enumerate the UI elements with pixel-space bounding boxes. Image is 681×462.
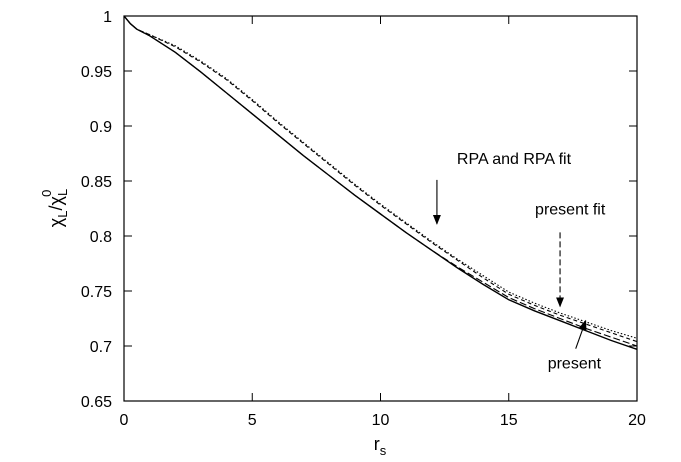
x-axis-label: rs bbox=[374, 434, 387, 458]
x-tick-label: 5 bbox=[248, 412, 257, 429]
series-group bbox=[123, 15, 638, 350]
y-tick-label: 1 bbox=[103, 9, 112, 26]
x-tick-label: 0 bbox=[120, 412, 129, 429]
series-line-dotted bbox=[123, 15, 638, 339]
y-tick-label: 0.95 bbox=[81, 64, 112, 81]
ylabel-sub2: L bbox=[55, 189, 70, 196]
ylabel-sub1: L bbox=[55, 211, 70, 218]
series-line-short-dash bbox=[123, 15, 638, 343]
y-tick-label: 0.7 bbox=[90, 339, 112, 356]
xlabel-main: r bbox=[374, 434, 380, 454]
x-tick-label: 20 bbox=[628, 412, 646, 429]
y-tick-label: 0.9 bbox=[90, 119, 112, 136]
xlabel-sub: s bbox=[380, 443, 387, 458]
axis-ticks: 0 5 10 15 20 0.65 0.7 0.75 0.8 0.85 0.9 0.95 1 bbox=[81, 9, 646, 429]
y-tick-label: 0.65 bbox=[81, 394, 112, 411]
x-tick-label: 10 bbox=[372, 412, 390, 429]
y-tick-label: 0.75 bbox=[81, 284, 112, 301]
annotation-label: RPA and RPA fit bbox=[457, 151, 572, 168]
ylabel-sup2: 0 bbox=[39, 190, 54, 197]
annotation-label: present fit bbox=[535, 201, 606, 218]
annotation-label: present bbox=[548, 356, 602, 373]
y-tick-label: 0.85 bbox=[81, 174, 112, 191]
y-axis-label: χL/χL0 bbox=[39, 189, 70, 227]
ylabel-main: χ bbox=[46, 217, 66, 227]
series-line-long-dash bbox=[123, 15, 638, 347]
x-tick-label: 15 bbox=[500, 412, 518, 429]
y-tick-label: 0.8 bbox=[90, 229, 112, 246]
annotations-group: RPA and RPA fit present fit present bbox=[432, 151, 606, 373]
ylabel-sep: /χ bbox=[46, 195, 66, 210]
annotation-arrow bbox=[575, 319, 587, 349]
